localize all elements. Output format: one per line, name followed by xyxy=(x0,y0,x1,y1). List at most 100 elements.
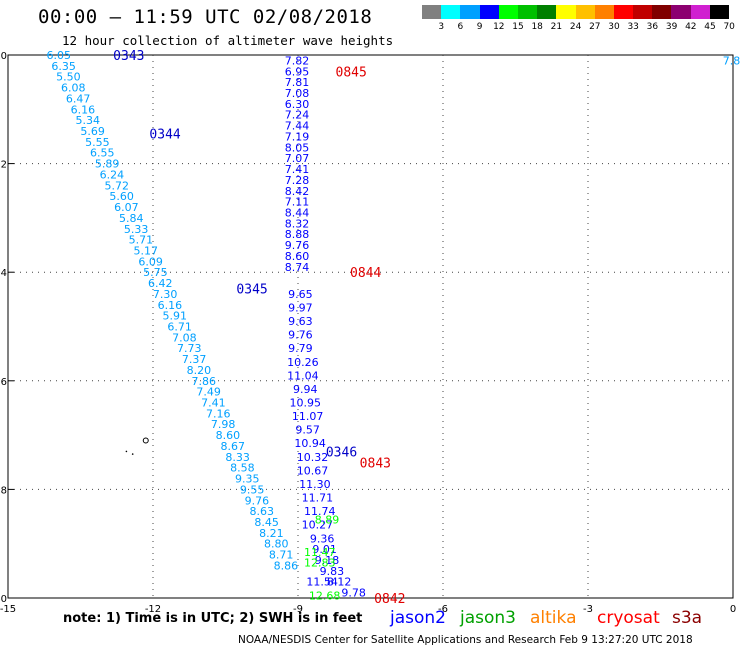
footer-note: note: 1) Time is in UTC; 2) SWH is in fe… xyxy=(63,611,363,626)
longitude-tick-label: -12 xyxy=(145,604,161,615)
swh-value: 9.65 xyxy=(288,288,313,301)
swh-value: 5.84 xyxy=(119,212,144,225)
color-scale-label: 45 xyxy=(704,22,716,32)
swh-value: 10.32 xyxy=(297,451,329,464)
color-swatch xyxy=(556,5,576,19)
swh-value: 7.24 xyxy=(285,109,310,122)
pass-time-label: 0844 xyxy=(350,266,381,281)
swh-value: 9.76 xyxy=(285,239,310,252)
swh-value: 11.04 xyxy=(287,369,319,382)
swh-value: 9.18 xyxy=(315,554,340,567)
color-swatch xyxy=(709,5,729,19)
latitude-tick-label: -34 xyxy=(0,268,7,279)
swh-value: 9.36 xyxy=(310,532,335,545)
legend-item-jason2: jason2 xyxy=(390,608,446,628)
swh-value: 9.79 xyxy=(288,342,313,355)
latitude-tick-label: -38 xyxy=(0,485,7,496)
color-scale-label: 18 xyxy=(531,22,543,32)
swh-value: 11.71 xyxy=(302,492,334,505)
swh-value: 7.49 xyxy=(196,386,221,399)
footer-credit: NOAA/NESDIS Center for Satellite Applica… xyxy=(238,634,693,646)
swh-value: 7.07 xyxy=(285,152,310,165)
legend-item-altika: altika xyxy=(530,608,577,628)
swh-value: 6.42 xyxy=(148,277,173,290)
swh-value: 7.37 xyxy=(182,353,207,366)
color-swatch xyxy=(652,5,672,19)
swh-value: 5.55 xyxy=(85,136,110,149)
swh-value: 7.98 xyxy=(211,418,236,431)
swh-value: 8.88 xyxy=(285,228,310,241)
color-swatch xyxy=(479,5,499,19)
swh-value: 8.60 xyxy=(216,429,241,442)
color-swatch xyxy=(498,5,518,19)
swh-value: 8.33 xyxy=(225,451,250,464)
swh-value: 8.20 xyxy=(187,364,212,377)
color-swatch xyxy=(422,5,442,19)
swh-value: 7.41 xyxy=(285,163,310,176)
swh-value: 5.89 xyxy=(95,158,120,171)
swh-value: 11.30 xyxy=(299,478,331,491)
swh-value: 7.44 xyxy=(285,120,310,133)
swh-value: 8.42 xyxy=(285,185,310,198)
pass-time-label: 0843 xyxy=(360,456,391,471)
swh-value: 7.73 xyxy=(177,342,202,355)
swh-value: 9.35 xyxy=(235,473,260,486)
pass-time-label: 0344 xyxy=(149,128,180,143)
swh-value: 10.67 xyxy=(297,464,329,477)
swh-value: 7.82 xyxy=(723,54,740,67)
swh-value: 9.83 xyxy=(320,565,345,578)
longitude-tick-label: 0 xyxy=(730,604,736,615)
swh-value: 7.41 xyxy=(201,397,226,410)
swh-value: 8.05 xyxy=(285,141,310,154)
color-scale-label: 6 xyxy=(457,22,464,32)
swh-value: 7.16 xyxy=(206,407,231,420)
island-outline xyxy=(131,453,134,455)
color-swatch xyxy=(537,5,557,19)
swh-value: 5.91 xyxy=(163,310,188,323)
swh-value: 5.34 xyxy=(76,114,101,127)
swh-value: 5.17 xyxy=(134,244,159,257)
swh-value: 8.32 xyxy=(285,217,310,230)
swh-value: 7.08 xyxy=(285,87,310,100)
swh-value: 9.57 xyxy=(295,424,320,437)
swh-value: 6.16 xyxy=(71,103,96,116)
color-scale-label: 39 xyxy=(665,22,678,32)
swh-value: 11.47 xyxy=(304,546,336,559)
swh-value: 8.71 xyxy=(269,549,294,562)
swh-value: 9.63 xyxy=(288,315,313,328)
swh-value: 6.08 xyxy=(61,82,86,95)
island-outline xyxy=(142,437,149,444)
swh-value: 10.95 xyxy=(290,397,322,410)
longitude-tick-label: -3 xyxy=(583,604,593,615)
color-swatch xyxy=(633,5,653,19)
swh-value: 11.74 xyxy=(304,505,336,518)
pass-time-label: 0345 xyxy=(236,282,267,297)
swh-value: 8.44 xyxy=(285,206,310,219)
swh-value: 6.47 xyxy=(66,92,91,105)
latitude-tick-label: -40 xyxy=(0,594,7,605)
color-swatch xyxy=(575,5,595,19)
swh-value: 6.71 xyxy=(167,321,192,334)
swh-value: 7.11 xyxy=(285,196,310,209)
pass-time-label: 0343 xyxy=(113,49,144,64)
color-swatch xyxy=(441,5,461,19)
swh-value: 5.33 xyxy=(124,223,149,236)
pass-time-label: 0845 xyxy=(336,65,367,80)
pass-time-label: 0346 xyxy=(326,445,357,460)
latitude-tick-label: -30 xyxy=(0,51,7,62)
color-swatch xyxy=(671,5,691,19)
color-scale-label: 42 xyxy=(685,22,697,32)
longitude-tick-label: -9 xyxy=(293,604,303,615)
color-scale-label: 36 xyxy=(646,22,659,32)
swh-value: 6.30 xyxy=(285,98,310,111)
swh-value: 6.05 xyxy=(47,49,72,62)
pass-time-label: 0842 xyxy=(374,592,405,607)
color-swatch xyxy=(594,5,614,19)
swh-value: 9.78 xyxy=(341,587,366,600)
color-scale-label: 27 xyxy=(589,22,601,32)
swh-value: 9.76 xyxy=(288,329,313,342)
swh-value: 6.55 xyxy=(90,147,115,160)
legend-item-s3a: s3a xyxy=(672,608,703,628)
swh-value: 11.54 xyxy=(306,576,338,589)
